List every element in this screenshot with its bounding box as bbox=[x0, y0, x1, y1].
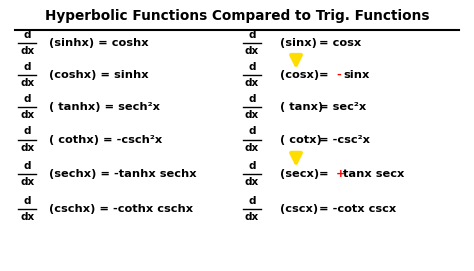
Text: -: - bbox=[336, 70, 341, 80]
Text: d: d bbox=[248, 161, 256, 171]
Text: dx: dx bbox=[20, 143, 34, 153]
Text: sinx: sinx bbox=[344, 70, 370, 80]
Text: dx: dx bbox=[245, 110, 259, 120]
Text: = -cotx cscx: = -cotx cscx bbox=[315, 204, 396, 214]
Text: = sec²x: = sec²x bbox=[315, 102, 366, 112]
Text: d: d bbox=[24, 94, 31, 104]
Text: d: d bbox=[248, 196, 256, 206]
Text: dx: dx bbox=[245, 143, 259, 153]
Text: d: d bbox=[248, 62, 256, 72]
Text: dx: dx bbox=[245, 178, 259, 188]
Text: +: + bbox=[336, 169, 346, 179]
Text: (cschx) = -cothx cschx: (cschx) = -cothx cschx bbox=[48, 204, 193, 214]
Text: = -csc²x: = -csc²x bbox=[315, 134, 370, 144]
Text: ( cothx) = -csch²x: ( cothx) = -csch²x bbox=[48, 134, 162, 144]
Text: d: d bbox=[248, 30, 256, 40]
Text: d: d bbox=[24, 62, 31, 72]
Text: dx: dx bbox=[20, 110, 34, 120]
Text: (cosx): (cosx) bbox=[280, 70, 319, 80]
Text: =: = bbox=[315, 70, 333, 80]
Text: (cscx): (cscx) bbox=[280, 204, 318, 214]
Text: (coshx) = sinhx: (coshx) = sinhx bbox=[48, 70, 148, 80]
Text: d: d bbox=[24, 30, 31, 40]
Text: dx: dx bbox=[245, 78, 259, 88]
Text: dx: dx bbox=[20, 178, 34, 188]
Text: dx: dx bbox=[20, 212, 34, 222]
Text: d: d bbox=[24, 127, 31, 137]
Text: ( cotx): ( cotx) bbox=[280, 134, 322, 144]
Text: d: d bbox=[248, 127, 256, 137]
Text: = cosx: = cosx bbox=[315, 38, 361, 48]
Text: dx: dx bbox=[20, 78, 34, 88]
Text: dx: dx bbox=[245, 46, 259, 56]
Text: tanx secx: tanx secx bbox=[343, 169, 405, 179]
Text: (secx): (secx) bbox=[280, 169, 319, 179]
Text: Hyperbolic Functions Compared to Trig. Functions: Hyperbolic Functions Compared to Trig. F… bbox=[45, 9, 429, 23]
Text: dx: dx bbox=[245, 212, 259, 222]
Text: dx: dx bbox=[20, 46, 34, 56]
Text: d: d bbox=[24, 161, 31, 171]
Text: (sechx) = -tanhx sechx: (sechx) = -tanhx sechx bbox=[48, 169, 196, 179]
Text: d: d bbox=[248, 94, 256, 104]
Text: (sinhx) = coshx: (sinhx) = coshx bbox=[48, 38, 148, 48]
Text: ( tanhx) = sech²x: ( tanhx) = sech²x bbox=[48, 102, 160, 112]
Text: (sinx): (sinx) bbox=[280, 38, 317, 48]
Text: d: d bbox=[24, 196, 31, 206]
Text: =: = bbox=[315, 169, 333, 179]
Text: ( tanx): ( tanx) bbox=[280, 102, 323, 112]
